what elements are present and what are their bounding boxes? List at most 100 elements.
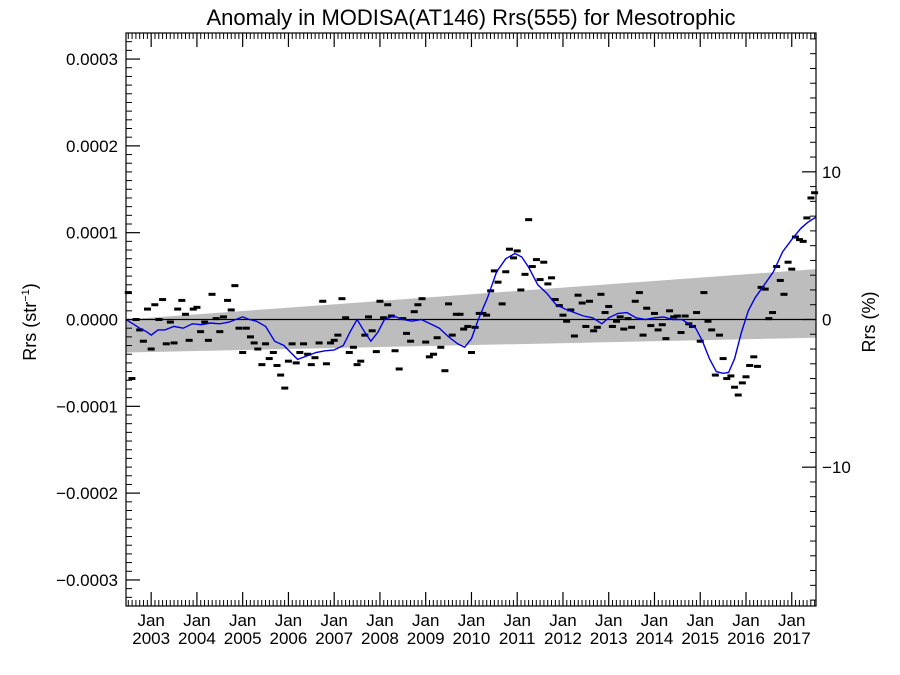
anomaly-point: [738, 381, 746, 385]
chart-title: Anomaly in MODISA(AT146) Rrs(555) for Me…: [207, 5, 736, 30]
anomaly-point: [662, 337, 670, 341]
x-tick-year: 2009: [407, 629, 445, 648]
anomaly-point: [441, 369, 449, 373]
anomaly-point: [353, 363, 361, 367]
anomaly-point: [166, 320, 174, 324]
anomaly-point: [757, 285, 765, 289]
anomaly-point: [510, 256, 518, 260]
anomaly-point: [170, 341, 178, 345]
anomaly-point: [784, 260, 792, 264]
y2-tick-label: 0: [822, 311, 831, 330]
anomaly-point: [407, 339, 415, 343]
anomaly-point: [753, 364, 761, 368]
anomaly-point: [338, 297, 346, 301]
y2-tick-label: −10: [822, 458, 851, 477]
anomaly-point: [711, 373, 719, 377]
anomaly-point: [387, 314, 395, 318]
anomaly-point: [704, 319, 712, 323]
y-tick-label: 0.0000: [66, 311, 118, 330]
anomaly-point: [372, 350, 380, 354]
y-tick-label: −0.0001: [56, 397, 118, 416]
anomaly-point: [505, 247, 513, 251]
x-tick-month: Jan: [137, 611, 164, 630]
x-tick-month: Jan: [687, 611, 714, 630]
anomaly-point: [204, 338, 212, 342]
anomaly-point: [635, 291, 643, 295]
x-tick-month: Jan: [504, 611, 531, 630]
anomaly-point: [128, 377, 136, 381]
anomaly-point: [456, 312, 464, 316]
anomaly-point: [700, 291, 708, 295]
anomaly-point: [365, 315, 373, 319]
x-tick-year: 2005: [224, 629, 262, 648]
anomaly-point: [250, 341, 258, 345]
anomaly-point: [208, 292, 216, 296]
y-tick-label: −0.0002: [56, 484, 118, 503]
anomaly-point: [559, 313, 567, 317]
y-axis-title-main: Rrs (str: [20, 302, 40, 361]
anomaly-point: [380, 316, 388, 320]
anomaly-point: [551, 298, 559, 302]
anomaly-point: [227, 308, 235, 312]
anomaly-point: [422, 340, 430, 344]
anomaly-point: [239, 350, 247, 354]
anomaly-point: [345, 350, 353, 354]
anomaly-point: [139, 339, 147, 343]
anomaly-point: [235, 326, 243, 330]
x-tick-month: Jan: [732, 611, 759, 630]
anomaly-point: [528, 265, 536, 269]
anomaly-point: [433, 336, 441, 340]
anomaly-point: [201, 320, 209, 324]
anomaly-point: [536, 278, 544, 282]
anomaly-point: [578, 301, 586, 305]
anomaly-point: [277, 373, 285, 377]
x-tick-month: Jan: [778, 611, 805, 630]
anomaly-point: [681, 314, 689, 318]
x-tick-year: 2010: [453, 629, 491, 648]
anomaly-point: [288, 342, 296, 346]
anomaly-point: [368, 329, 376, 333]
x-tick-month: Jan: [458, 611, 485, 630]
anomaly-point: [479, 311, 487, 315]
anomaly-point: [654, 328, 662, 332]
anomaly-point: [490, 269, 498, 273]
anomaly-point: [399, 317, 407, 321]
anomaly-point: [224, 298, 232, 302]
anomaly-point: [605, 304, 613, 308]
y-tick-label: 0.0003: [66, 50, 118, 69]
x-tick-year: 2017: [773, 629, 811, 648]
x-tick-year: 2008: [361, 629, 399, 648]
anomaly-point: [670, 315, 678, 319]
x-tick-year: 2012: [544, 629, 582, 648]
anomaly-point: [319, 299, 327, 303]
anomaly-point: [414, 303, 422, 307]
anomaly-point: [769, 311, 777, 315]
y-tick-label: −0.0003: [56, 571, 118, 590]
x-tick-year: 2003: [132, 629, 170, 648]
anomaly-point: [258, 363, 266, 367]
plot-area: [124, 32, 819, 607]
anomaly-point: [216, 330, 224, 334]
anomaly-point: [445, 302, 453, 306]
x-tick-year: 2016: [727, 629, 765, 648]
anomaly-point: [273, 364, 281, 368]
anomaly-point: [494, 280, 502, 284]
x-tick-year: 2004: [178, 629, 216, 648]
anomaly-point: [246, 335, 254, 339]
anomaly-point: [292, 361, 300, 365]
anomaly-point: [647, 324, 655, 328]
anomaly-point: [315, 341, 323, 345]
anomaly-point: [452, 312, 460, 316]
anomaly-point: [708, 328, 716, 332]
anomaly-point: [719, 357, 727, 361]
anomaly-point: [311, 356, 319, 360]
anomaly-point: [643, 306, 651, 310]
anomaly-point: [513, 249, 521, 253]
anomaly-point: [487, 289, 495, 293]
anomaly-point: [410, 310, 418, 314]
anomaly-point: [727, 374, 735, 378]
anomaly-point: [791, 235, 799, 239]
anomaly-point: [197, 330, 205, 334]
anomaly-point: [418, 297, 426, 301]
